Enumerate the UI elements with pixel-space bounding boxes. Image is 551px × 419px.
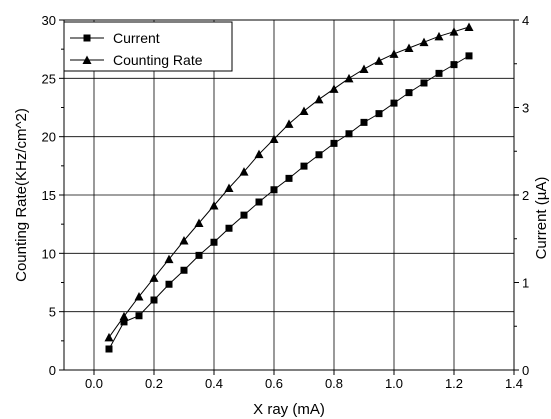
legend-current-label: Current — [113, 30, 160, 46]
grid-lines — [64, 19, 515, 371]
counting-rate-point — [224, 183, 234, 192]
x-tick-label: 0.2 — [145, 376, 163, 391]
counting-rate-point — [269, 134, 279, 143]
current-point — [465, 52, 473, 60]
current-point — [285, 174, 293, 182]
current-line — [108, 55, 470, 350]
left-tick-label: 30 — [42, 13, 56, 28]
counting-rate-point — [314, 94, 324, 104]
current-point — [195, 251, 203, 259]
counting-rate-point — [164, 254, 174, 264]
x-tick-label: 1.2 — [445, 376, 463, 391]
current-point — [105, 345, 113, 353]
current-point — [120, 318, 128, 326]
current-point — [330, 139, 338, 147]
left-tick-label: 10 — [42, 246, 56, 261]
current-point — [180, 266, 188, 274]
counting-rate-point — [179, 236, 189, 245]
right-tick-label: 2 — [522, 188, 529, 203]
current-point — [420, 79, 428, 87]
counting-rate-point — [119, 311, 129, 321]
counting-rate-point — [149, 273, 159, 282]
x-tick-label: 0.8 — [325, 376, 343, 391]
current-point — [150, 296, 158, 304]
series-markers — [104, 22, 474, 353]
right-tick-label: 1 — [522, 276, 529, 291]
legend-counting-rate-marker — [82, 55, 92, 64]
right-tick-label: 0 — [522, 363, 529, 378]
current-point — [210, 238, 218, 246]
current-point — [450, 61, 458, 69]
left-tick-label: 15 — [42, 188, 56, 203]
right-axis-label-close: ) — [533, 177, 550, 182]
counting-rate-point — [329, 84, 339, 93]
current-point — [360, 118, 368, 126]
counting-rate-point — [374, 56, 384, 65]
legend: Current Counting Rate — [63, 21, 233, 72]
counting-rate-point — [434, 31, 444, 41]
x-tick-label: 0.0 — [85, 376, 103, 391]
x-tick-label: 1.4 — [505, 376, 523, 391]
counting-rate-point — [209, 201, 219, 210]
legend-counting-rate-label: Counting Rate — [113, 52, 203, 68]
current-point — [405, 89, 413, 97]
current-point — [345, 130, 353, 138]
counting-rate-point — [284, 119, 294, 128]
current-point — [225, 224, 233, 232]
counting-rate-point — [419, 37, 429, 47]
right-tick-label: 4 — [522, 13, 529, 28]
counting-rate-point — [449, 27, 459, 36]
left-axis-label: Counting Rate(KHz/cm^2) — [13, 108, 30, 282]
x-axis-label: X ray (mA) — [253, 401, 325, 418]
current-point — [375, 110, 383, 118]
current-point — [300, 162, 308, 170]
right-tick-label: 3 — [522, 101, 529, 116]
current-point — [315, 151, 323, 159]
current-point — [240, 211, 248, 219]
right-axis-label-text: Current ( — [533, 200, 550, 259]
left-tick-label: 25 — [42, 71, 56, 86]
counting-rate-point — [134, 292, 144, 301]
right-axis-ticks: 0 1 2 3 4 — [514, 13, 529, 378]
x-axis-ticks: 0.0 0.2 0.4 0.6 0.8 1.0 1.2 1.4 — [85, 370, 523, 391]
legend-current-marker — [83, 34, 91, 42]
counting-rate-point — [404, 43, 414, 52]
current-point — [270, 186, 278, 194]
counting-rate-point — [464, 22, 474, 31]
current-point — [165, 280, 173, 288]
counting-rate-point — [239, 167, 249, 176]
current-point — [390, 99, 398, 107]
x-tick-label: 1.0 — [385, 376, 403, 391]
current-point — [135, 312, 143, 320]
counting-rate-point — [194, 218, 204, 227]
current-point — [435, 69, 443, 77]
counting-rate-point — [389, 49, 399, 58]
x-tick-label: 0.4 — [205, 376, 223, 391]
series-lines — [108, 26, 470, 350]
x-tick-label: 0.6 — [265, 376, 283, 391]
right-axis-label-unit: µA — [533, 182, 550, 201]
counting-rate-point — [254, 149, 264, 159]
right-axis-label: Current (µA) — [533, 177, 550, 260]
counting-rate-point — [344, 73, 354, 83]
left-tick-label: 20 — [42, 130, 56, 145]
left-tick-label: 5 — [49, 305, 56, 320]
counting-rate-point — [104, 332, 114, 342]
counting-rate-point — [359, 64, 369, 73]
current-point — [255, 198, 263, 206]
left-tick-label: 0 — [49, 363, 56, 378]
counting-rate-point — [299, 106, 309, 115]
legend-box — [63, 21, 233, 72]
left-axis-ticks: 0 5 10 15 20 25 30 — [42, 13, 64, 378]
